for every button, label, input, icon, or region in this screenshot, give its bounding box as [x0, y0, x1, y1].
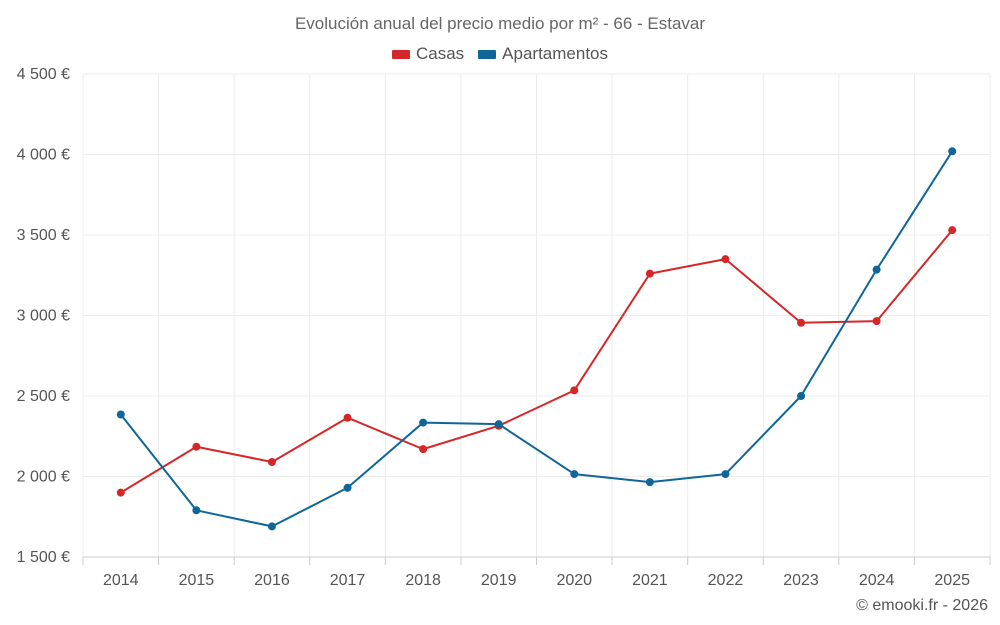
- legend-label-apartamentos: Apartamentos: [502, 44, 609, 63]
- data-point-apartamentos: [267, 522, 276, 531]
- data-point-apartamentos: [494, 420, 503, 429]
- data-point-apartamentos: [116, 410, 125, 419]
- y-tick-label: 3 000 €: [17, 308, 70, 325]
- x-tick-label: 2023: [783, 572, 819, 589]
- data-point-casas: [343, 413, 352, 422]
- x-tick-label: 2018: [405, 572, 441, 589]
- data-point-apartamentos: [872, 265, 881, 274]
- x-tick-label: 2021: [632, 572, 668, 589]
- legend-swatch-apartamentos: [478, 49, 497, 59]
- y-tick-label: 4 000 €: [17, 147, 70, 164]
- data-point-casas: [267, 458, 276, 467]
- data-point-casas: [116, 488, 125, 497]
- data-point-apartamentos: [645, 478, 654, 487]
- legend-item-apartamentos[interactable]: Apartamentos: [478, 44, 608, 64]
- data-point-casas: [419, 445, 428, 454]
- x-tick-label: 2017: [330, 572, 366, 589]
- data-point-casas: [645, 269, 654, 278]
- data-point-casas: [192, 442, 201, 451]
- legend-label-casas: Casas: [415, 44, 465, 63]
- data-point-apartamentos: [948, 147, 957, 156]
- y-tick-label: 1 500 €: [17, 549, 70, 566]
- data-point-apartamentos: [570, 470, 579, 479]
- x-tick-label: 2019: [481, 572, 517, 589]
- series-line-apartamentos: [120, 150, 954, 528]
- legend-swatch-casas: [391, 49, 410, 59]
- data-point-casas: [872, 317, 881, 326]
- data-point-apartamentos: [797, 392, 806, 400]
- data-point-casas: [797, 318, 806, 327]
- data-point-apartamentos: [419, 418, 428, 427]
- y-tick-label: 3 500 €: [17, 227, 70, 244]
- y-tick-label: 4 500 €: [17, 66, 70, 83]
- x-tick-label: 2020: [556, 572, 592, 589]
- x-tick-label: 2015: [179, 572, 215, 589]
- data-point-apartamentos: [192, 506, 201, 515]
- y-tick-label: 2 000 €: [17, 469, 70, 486]
- x-tick-label: 2024: [859, 572, 895, 589]
- data-point-casas: [570, 386, 579, 395]
- copyright-note: © emooki.fr - 2026: [856, 597, 988, 614]
- data-point-apartamentos: [343, 483, 352, 492]
- data-point-apartamentos: [721, 470, 730, 479]
- x-tick-label: 2025: [934, 572, 970, 589]
- data-point-casas: [948, 226, 957, 235]
- chart-title: Evolución anual del precio medio por m² …: [294, 14, 706, 33]
- legend-item-casas[interactable]: Casas: [391, 44, 465, 64]
- y-tick-label: 2 500 €: [17, 388, 70, 405]
- legend: Casas Apartamentos: [0, 44, 1000, 64]
- data-point-casas: [721, 255, 730, 264]
- x-tick-label: 2014: [103, 572, 139, 589]
- x-tick-label: 2022: [708, 572, 744, 589]
- series-line-casas: [120, 229, 953, 494]
- x-tick-label: 2016: [254, 572, 290, 589]
